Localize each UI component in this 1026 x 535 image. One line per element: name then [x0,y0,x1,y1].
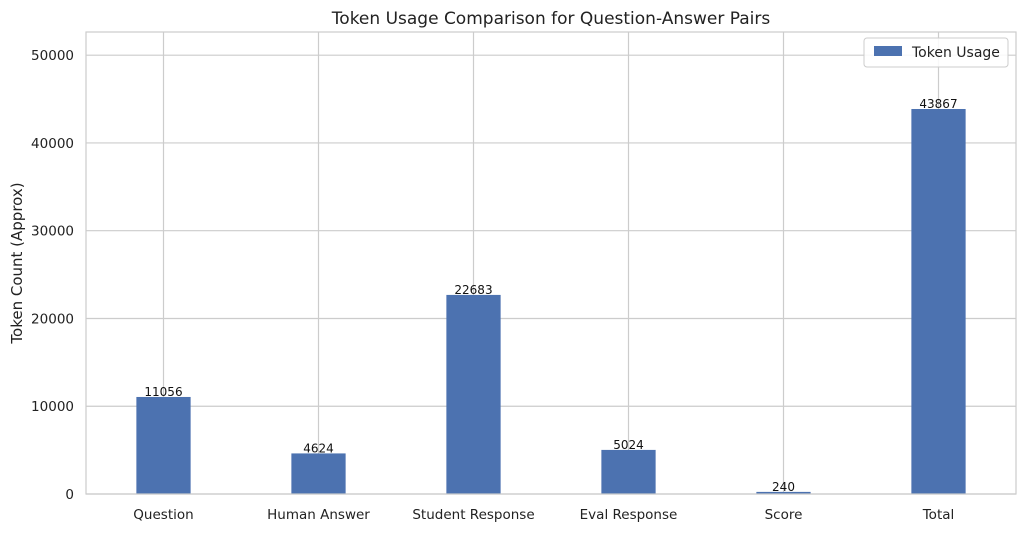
legend-swatch [874,46,902,56]
x-tick-label: Score [765,507,803,523]
chart-title: Token Usage Comparison for Question-Answ… [331,9,771,29]
x-tick-label: Total [922,507,955,523]
ticks-layer: 0 10000 20000 30000 40000 50000 Question Human … [31,48,954,523]
plot-frame [85,31,1017,495]
y-tick-label: 0 [65,487,74,503]
data-label: 11056 [144,385,182,399]
legend-label-token-usage: Token Usage [911,45,1000,61]
y-tick-label: 50000 [31,48,74,64]
data-label: 43867 [919,97,957,111]
bar [756,491,811,494]
data-label: 240 [772,480,795,494]
bar [291,453,346,494]
y-tick-label: 30000 [31,224,74,240]
data-labels-layer: 11056 4624 22683 5024 240 43867 [144,97,957,494]
data-label: 4624 [303,441,334,455]
data-label: 5024 [613,438,644,452]
legend-box [863,37,1009,68]
bar [136,396,191,494]
bar [911,108,966,495]
y-tick-label: 10000 [31,399,74,415]
x-tick-label: Human Answer [267,507,370,523]
bar [601,449,656,494]
data-label: 22683 [454,283,492,297]
x-tick-label: Question [133,507,193,523]
x-tick-label: Student Response [412,507,534,523]
y-axis-label: Token Count (Approx) [8,182,26,344]
y-tick-label: 20000 [31,311,74,327]
y-tick-label: 40000 [31,136,74,152]
bar [446,294,501,494]
grid-layer [86,32,1016,495]
x-tick-label: Eval Response [580,507,678,523]
bars-layer [136,108,966,495]
legend: Token Usage [863,37,1009,68]
